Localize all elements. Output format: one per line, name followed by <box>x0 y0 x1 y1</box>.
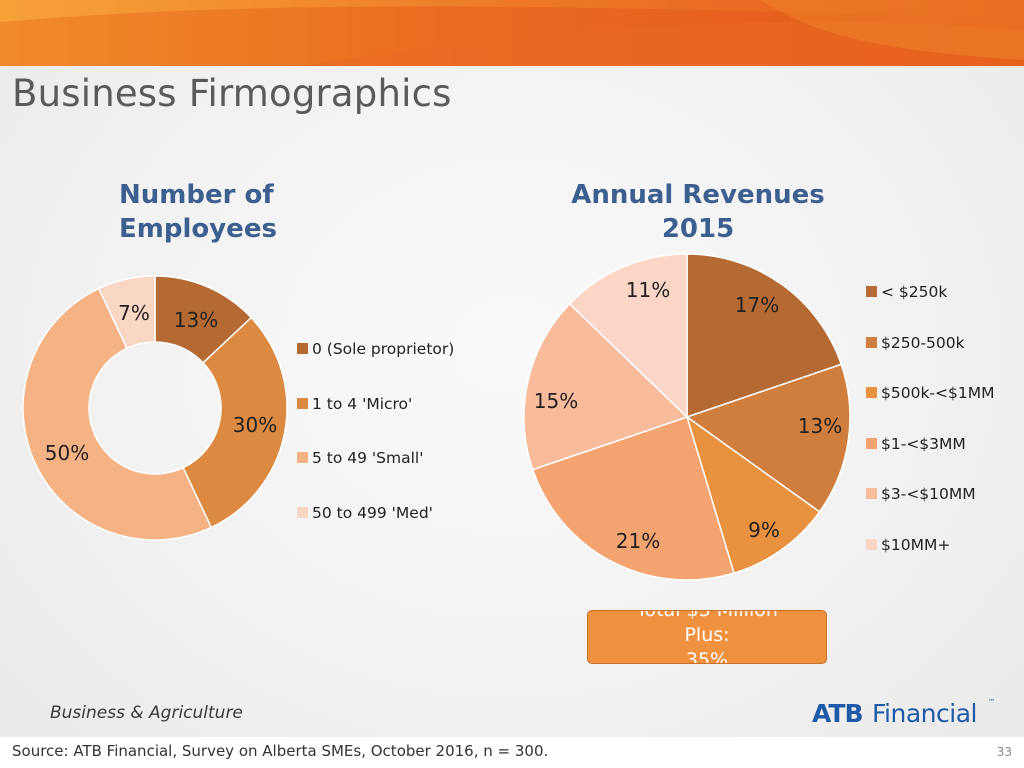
revenues-legend-swatch-0 <box>866 286 877 297</box>
footer-tagline: Business & Agriculture <box>50 703 243 723</box>
page-number: 33 <box>996 745 1012 759</box>
callout-line-1: Total $3 Million <box>636 610 778 621</box>
employees-slice-1 <box>182 316 288 529</box>
revenues-slice-0 <box>686 253 843 419</box>
employees-data-label-2: 50% <box>45 441 89 465</box>
revenues-legend-item-3: $1-<$3MM <box>866 435 966 453</box>
revenues-slice-1 <box>685 363 851 513</box>
revenues-chart-title: Annual Revenues 2015 <box>560 178 836 246</box>
revenues-title-line-1: Annual Revenues <box>571 180 825 210</box>
logo-word: Financial <box>872 699 977 728</box>
employees-legend-label-2: 5 to 49 'Small' <box>312 449 424 467</box>
revenues-legend-label-2: $500k-<$1MM <box>881 384 995 403</box>
footer-bar <box>0 737 1024 768</box>
employees-legend-swatch-0 <box>297 343 308 354</box>
employees-slice-2 <box>22 287 213 541</box>
slide-background <box>0 66 1024 768</box>
revenues-slice-4 <box>523 302 689 471</box>
revenues-slice-3 <box>531 416 735 581</box>
employees-legend-item-3: 50 to 499 'Med' <box>297 504 433 522</box>
header-banner <box>0 0 1024 66</box>
page-title: Business Firmographics <box>12 72 452 115</box>
source-note: Source: ATB Financial, Survey on Alberta… <box>12 742 549 760</box>
revenues-legend-item-4: $3-<$10MM <box>866 485 976 503</box>
revenues-legend-swatch-4 <box>866 488 877 500</box>
employees-title-line-1: Number of <box>119 180 274 210</box>
employees-legend-item-1: 1 to 4 'Micro' <box>297 395 412 413</box>
revenues-data-label-1: 13% <box>798 414 842 438</box>
revenues-legend-swatch-1 <box>866 336 877 348</box>
employees-legend-swatch-1 <box>297 397 308 409</box>
employees-legend-item-0: 0 (Sole proprietor) <box>297 340 454 358</box>
revenues-data-label-5: 11% <box>626 278 670 302</box>
callout-box: Total $3 Million Plus: 35% <box>587 610 827 664</box>
employees-legend-swatch-2 <box>297 452 308 463</box>
revenues-slice-2 <box>685 415 821 575</box>
revenues-legend-label-3: $1-<$3MM <box>881 434 966 453</box>
revenues-legend-item-0: < $250k <box>866 283 947 301</box>
revenues-legend-swatch-5 <box>866 539 877 550</box>
revenues-legend-label-5: $10MM+ <box>881 536 951 554</box>
logo-mark: ATB <box>812 699 864 728</box>
callout-line-3: 35% <box>685 649 729 664</box>
revenues-legend-item-1: $250-500k <box>866 334 965 352</box>
employees-legend-swatch-3 <box>297 506 308 518</box>
revenues-slice-5 <box>568 253 688 419</box>
logo-trademark: ™ <box>988 698 995 706</box>
callout-line-2: Plus: <box>684 624 730 646</box>
revenues-data-label-3: 21% <box>616 529 660 553</box>
employees-legend-label-3: 50 to 499 'Med' <box>312 503 433 522</box>
revenues-data-label-0: 17% <box>735 293 779 317</box>
revenues-legend-label-1: $250-500k <box>881 333 965 352</box>
employees-slice-3 <box>97 275 156 350</box>
employees-data-label-0: 13% <box>174 308 218 332</box>
revenues-legend-swatch-3 <box>866 437 877 449</box>
employees-data-label-3: 7% <box>118 301 150 325</box>
employees-title-line-2: Employees <box>119 214 277 244</box>
employees-legend-label-0: 0 (Sole proprietor) <box>312 340 455 358</box>
employees-legend-label-1: 1 to 4 'Micro' <box>312 394 413 413</box>
revenues-legend-swatch-2 <box>866 387 877 399</box>
employees-data-label-1: 30% <box>233 413 277 437</box>
revenues-legend-item-5: $10MM+ <box>866 536 950 554</box>
revenues-data-label-2: 9% <box>748 518 780 542</box>
revenues-data-label-4: 15% <box>534 389 578 413</box>
revenues-legend-label-4: $3-<$10MM <box>881 485 976 504</box>
revenues-legend-item-2: $500k-<$1MM <box>866 384 994 402</box>
employees-chart-title: Number of Employees <box>119 178 277 246</box>
employees-legend-item-2: 5 to 49 'Small' <box>297 449 424 467</box>
revenues-legend-label-0: < $250k <box>881 283 948 301</box>
revenues-title-line-2: 2015 <box>661 214 735 244</box>
